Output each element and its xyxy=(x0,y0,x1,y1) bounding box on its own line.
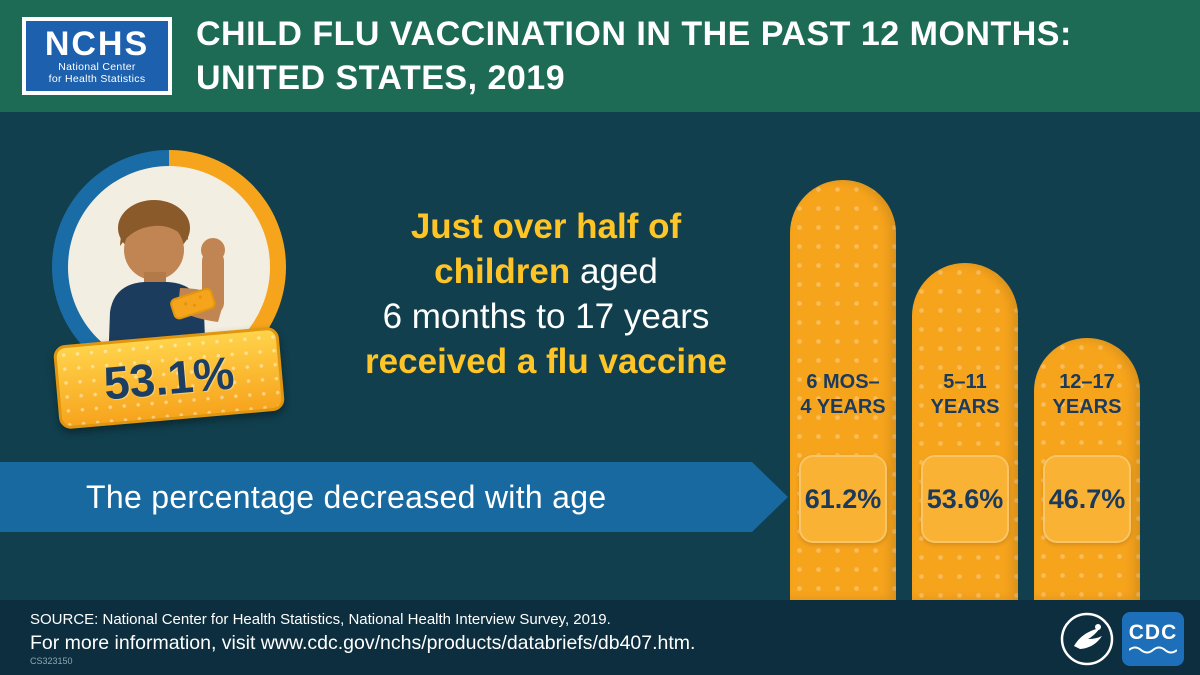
headline-line-4: received a flu vaccine xyxy=(365,342,727,381)
bar-label-line-2: YEARS xyxy=(930,396,1000,418)
footer: SOURCE: National Center for Health Stati… xyxy=(0,600,1200,675)
header: NCHS National Center for Health Statisti… xyxy=(0,0,1200,112)
bar-label-line-2: YEARS xyxy=(1052,396,1122,418)
cdc-logo-text: CDC xyxy=(1128,621,1178,644)
headline-line-2-emphasis: children xyxy=(434,252,571,291)
page-title-line-1: CHILD FLU VACCINATION IN THE PAST 12 MON… xyxy=(196,15,1072,53)
bar-label-line-2: 4 YEARS xyxy=(800,396,886,418)
bar-value: 61.2% xyxy=(804,483,882,514)
bar-label: 6 MOS– 4 YEARS xyxy=(790,370,896,420)
overall-stat-value: 53.1% xyxy=(101,346,237,410)
hhs-eagle-icon xyxy=(1060,612,1114,666)
bar-value-chip: 61.2% xyxy=(799,455,887,543)
footer-logos: CDC xyxy=(1060,612,1184,666)
page-title-line-2: UNITED STATES, 2019 xyxy=(196,59,566,97)
nchs-logo-acronym: NCHS xyxy=(44,25,150,63)
nchs-logo-subtitle-2: for Health Statistics xyxy=(48,73,146,85)
bar-label: 5–11 YEARS xyxy=(912,370,1018,420)
headline: Just over half of children aged 6 months… xyxy=(318,204,774,384)
document-code: CS323150 xyxy=(30,656,73,666)
page-title: CHILD FLU VACCINATION IN THE PAST 12 MON… xyxy=(196,12,1072,100)
bar-label-line-1: 5–11 xyxy=(943,371,987,393)
headline-line-3: 6 months to 17 years xyxy=(382,297,710,336)
bar-value: 53.6% xyxy=(926,483,1004,514)
bar-label: 12–17 YEARS xyxy=(1034,370,1140,420)
age-bar-chart: 6 MOS– 4 YEARS 61.2% 5–11 YEARS 53.6% 12… xyxy=(790,180,1140,600)
bar-value-chip: 46.7% xyxy=(1043,455,1131,543)
cdc-logo: CDC xyxy=(1122,612,1184,666)
headline-line-2-rest: aged xyxy=(570,252,658,291)
more-info-text: For more information, visit www.cdc.gov/… xyxy=(30,632,696,654)
source-text: SOURCE: National Center for Health Stati… xyxy=(30,611,611,628)
age-bar: 6 MOS– 4 YEARS 61.2% xyxy=(790,180,896,600)
age-bar: 12–17 YEARS 46.7% xyxy=(1034,338,1140,600)
nchs-logo-subtitle-1: National Center xyxy=(58,61,136,73)
age-bar: 5–11 YEARS 53.6% xyxy=(912,263,1018,600)
cdc-logo-wave-icon xyxy=(1129,646,1177,654)
ribbon-text: The percentage decreased with age xyxy=(86,478,607,515)
headline-line-1: Just over half of xyxy=(410,207,682,246)
bar-label-line-1: 12–17 xyxy=(1059,371,1115,393)
nchs-logo-inner: NCHS National Center for Health Statisti… xyxy=(26,21,168,91)
bar-value: 46.7% xyxy=(1048,483,1126,514)
bar-label-line-1: 6 MOS– xyxy=(806,371,880,393)
ribbon-banner: The percentage decreased with age xyxy=(0,462,788,532)
bar-value-chip: 53.6% xyxy=(921,455,1009,543)
nchs-logo: NCHS National Center for Health Statisti… xyxy=(22,17,172,95)
